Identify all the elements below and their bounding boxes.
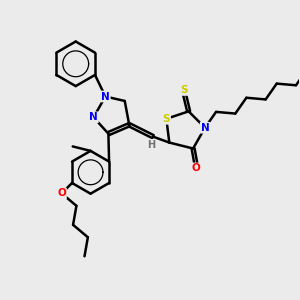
- Text: S: S: [163, 114, 170, 124]
- Text: H: H: [147, 140, 155, 150]
- Text: N: N: [101, 92, 110, 101]
- Text: O: O: [57, 188, 66, 198]
- Text: N: N: [201, 123, 209, 133]
- Text: S: S: [180, 85, 188, 95]
- Text: O: O: [192, 164, 200, 173]
- Text: N: N: [89, 112, 98, 122]
